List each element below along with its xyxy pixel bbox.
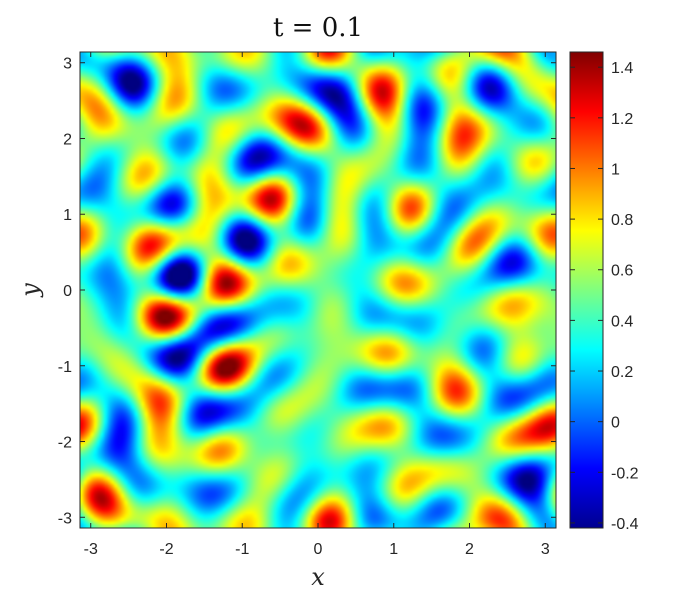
- colorbar: -0.4 -0.2 0 0.2 0.4 0.6 0.8 1 1.2 1.4: [569, 51, 639, 533]
- y-tick-label: 0: [63, 283, 72, 300]
- colorbar-tick-label: 1: [611, 161, 620, 178]
- colorbar-tick-label: 0: [611, 415, 620, 432]
- colorbar-tick-label: 1.2: [611, 111, 633, 128]
- colorbar-tick-label: 0.6: [611, 263, 633, 280]
- y-tick-label: 2: [63, 131, 72, 148]
- y-axis-label: y: [16, 283, 44, 298]
- y-tick-label: 1: [63, 207, 72, 224]
- colorbar-tick-label: 0.2: [611, 364, 633, 381]
- plot-area: [79, 51, 557, 529]
- x-axis: -3 -2 -1 0 1 2 3: [84, 52, 550, 558]
- y-tick-label: -1: [58, 359, 72, 376]
- colorbar-tick-label: -0.2: [611, 465, 639, 482]
- y-tick-label: 3: [63, 56, 72, 73]
- x-tick-label: 1: [389, 541, 398, 558]
- heatmap-field: [80, 52, 556, 528]
- colorbar-gradient: [569, 51, 604, 529]
- colorbar-tick-label: 0.8: [611, 212, 633, 229]
- chart-title: t = 0.1: [273, 13, 363, 43]
- y-tick-label: -2: [58, 435, 72, 452]
- x-axis-label: x: [311, 563, 325, 591]
- colorbar-tick-label: 1.4: [611, 60, 633, 77]
- x-tick-label: 3: [541, 541, 550, 558]
- y-tick-label: -3: [58, 510, 72, 527]
- colorbar-tick-label: -0.4: [611, 516, 639, 533]
- x-tick-label: 2: [465, 541, 474, 558]
- colorbar-tick-label: 0.4: [611, 313, 633, 330]
- x-tick-label: -2: [159, 541, 173, 558]
- x-tick-label: -1: [235, 541, 249, 558]
- colorbar-ticks: -0.4 -0.2 0 0.2 0.4 0.6 0.8 1 1.2 1.4: [570, 60, 639, 533]
- x-tick-label: 0: [314, 541, 323, 558]
- x-tick-label: -3: [84, 541, 98, 558]
- y-axis: -3 -2 -1 0 1 2 3: [58, 56, 556, 527]
